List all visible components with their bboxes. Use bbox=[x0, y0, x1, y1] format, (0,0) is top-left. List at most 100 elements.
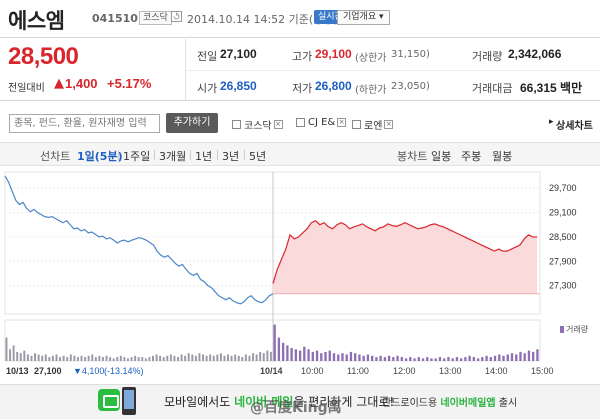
remove-icon[interactable]: × bbox=[384, 120, 394, 129]
volume-bar bbox=[527, 350, 531, 361]
volume-label: 거래량 bbox=[566, 324, 589, 334]
volume-bar bbox=[180, 354, 183, 361]
volume-bar bbox=[223, 355, 226, 361]
compare-item[interactable]: 코스닥 × bbox=[232, 117, 283, 132]
prev-change-rate-label: (-13.14%) bbox=[104, 366, 144, 376]
turnover-label: 거래대금 bbox=[472, 82, 513, 95]
timestamp: 2014.10.14 14:52 기준(장중) bbox=[187, 13, 338, 26]
volume-bar bbox=[510, 353, 514, 361]
volume-bar bbox=[59, 357, 62, 361]
volume-bar bbox=[37, 354, 40, 361]
volume-bar bbox=[341, 353, 344, 361]
candle-chart-label[interactable]: 봉차트 bbox=[397, 150, 428, 163]
banner-text-part: 모바일에서도 bbox=[164, 395, 235, 409]
volume-bar bbox=[354, 353, 357, 361]
volume-bar bbox=[320, 353, 323, 361]
remove-icon[interactable]: × bbox=[337, 118, 347, 127]
volume-bar bbox=[162, 357, 165, 361]
volume-bar bbox=[248, 355, 251, 361]
tab-1day[interactable]: 1일(5분) bbox=[77, 150, 123, 163]
volume-bar bbox=[366, 354, 370, 361]
tab-separator bbox=[244, 150, 245, 160]
line-chart-label[interactable]: 선차트 bbox=[40, 150, 71, 163]
y-tick-label: 27,900 bbox=[549, 256, 577, 266]
high-value: 29,100 bbox=[315, 47, 352, 61]
volume-bar bbox=[119, 355, 122, 361]
volume-bar bbox=[396, 355, 399, 361]
volume-bar bbox=[130, 357, 133, 361]
upper-limit-label: (상한가 bbox=[355, 53, 387, 64]
volume-bar bbox=[48, 357, 51, 361]
volume-bar bbox=[438, 357, 442, 361]
tab-separator bbox=[154, 150, 155, 160]
checkbox-icon[interactable] bbox=[296, 118, 305, 127]
volume-bar bbox=[349, 351, 353, 361]
tab-1week[interactable]: 1주일 bbox=[123, 150, 151, 163]
volume-bar bbox=[134, 355, 137, 361]
banner-sub-part: 안드로이드용 bbox=[382, 398, 441, 409]
y-tick-label: 29,700 bbox=[549, 183, 577, 193]
volume-bar bbox=[269, 351, 272, 361]
tab-daily[interactable]: 일봉 bbox=[431, 150, 452, 163]
volume-bar bbox=[262, 353, 265, 361]
prev-date-label: 10/13 bbox=[6, 366, 29, 376]
tab-1year[interactable]: 1년 bbox=[195, 150, 213, 163]
x-tick-label: 10/14 bbox=[260, 366, 283, 376]
banner-text[interactable]: 모바일에서도 네이버 메일을 편리하게 그대로! bbox=[164, 393, 394, 410]
checkbox-icon[interactable] bbox=[232, 120, 241, 129]
checkbox-icon[interactable] bbox=[352, 120, 361, 129]
detail-chart-link[interactable]: 상세차트 bbox=[556, 121, 593, 132]
upper-limit-value: 31,150) bbox=[391, 49, 430, 60]
volume-bar bbox=[234, 354, 237, 361]
tab-3year[interactable]: 3년 bbox=[222, 150, 240, 163]
volume-bar bbox=[362, 355, 365, 361]
tab-monthly[interactable]: 월봉 bbox=[492, 150, 513, 163]
prev-close-label: 27,100 bbox=[34, 366, 62, 376]
volume-bar bbox=[379, 355, 382, 361]
volume-bar bbox=[116, 357, 119, 361]
banner-text-part: 을 편리하게 그대로! bbox=[293, 395, 395, 409]
volume-bar bbox=[315, 350, 319, 361]
volume-bar bbox=[498, 354, 501, 361]
banner-subtext[interactable]: 안드로이드용 네이버메일앱 출시 bbox=[382, 394, 517, 409]
volume-bar bbox=[16, 351, 19, 361]
volume-bar bbox=[332, 353, 336, 361]
tab-separator bbox=[118, 150, 119, 160]
compare-item[interactable]: CJ E& × bbox=[296, 117, 347, 128]
tab-3month[interactable]: 3개월 bbox=[159, 150, 187, 163]
remove-icon[interactable]: × bbox=[273, 120, 283, 129]
volume-bar bbox=[421, 358, 425, 361]
volume-bar bbox=[34, 353, 37, 361]
banner-sub-part: 출시 bbox=[495, 398, 518, 409]
refresh-icon[interactable] bbox=[170, 10, 183, 23]
volume-bar bbox=[76, 357, 79, 361]
volume-bar bbox=[9, 349, 12, 361]
tab-5year[interactable]: 5년 bbox=[249, 150, 267, 163]
company-overview-button[interactable]: 기업개요 ▾ bbox=[337, 10, 390, 25]
volume-bar bbox=[184, 355, 187, 361]
add-compare-button[interactable]: 추가하기 bbox=[166, 113, 218, 133]
volume-bar bbox=[177, 357, 179, 361]
volume-label: 거래량 bbox=[472, 50, 503, 63]
search-input[interactable] bbox=[9, 114, 160, 133]
volume-bar bbox=[30, 355, 33, 361]
volume-bar bbox=[109, 357, 112, 361]
volume-bar bbox=[5, 337, 8, 361]
market-badge: 코스닥 bbox=[139, 11, 172, 25]
arrow-right-icon: ▸ bbox=[549, 117, 554, 127]
volume-bar bbox=[515, 354, 518, 361]
volume-bar bbox=[84, 357, 87, 361]
turnover-value: 66,315 백만 bbox=[520, 81, 583, 95]
tab-weekly[interactable]: 주봉 bbox=[461, 150, 482, 163]
stock-header: 에스엠 041510 코스닥 2014.10.14 14:52 기준(장중) 실… bbox=[0, 0, 600, 38]
volume-bar bbox=[311, 351, 314, 361]
volume-bar bbox=[94, 357, 97, 361]
volume-bar bbox=[387, 355, 391, 361]
volume-bar bbox=[472, 357, 476, 361]
volume-bar bbox=[290, 348, 293, 361]
compare-item[interactable]: 로엔 × bbox=[352, 117, 394, 132]
mail-app-banner[interactable]: 모바일에서도 네이버 메일을 편리하게 그대로! 안드로이드용 네이버메일앱 출… bbox=[0, 384, 600, 419]
x-tick-label: 14:00 bbox=[485, 366, 508, 376]
volume-bar bbox=[259, 351, 262, 361]
price-chart[interactable]: 29,700 29,100 28,500 27,900 27,300 거래량 10/14 10… bbox=[0, 168, 600, 380]
